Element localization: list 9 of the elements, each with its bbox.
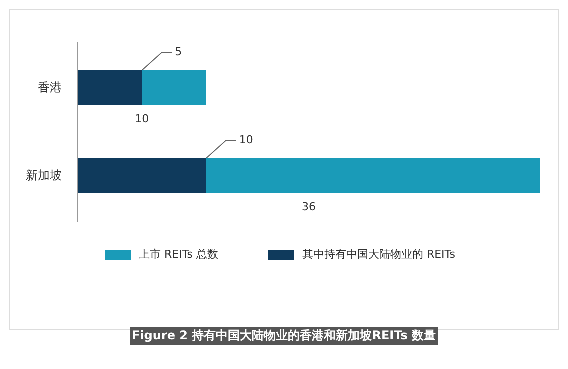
caption: Figure 2 持有中国大陆物业的香港和新加坡REITs 数量	[132, 328, 436, 342]
legend-label: 上市 REITs 总数	[139, 248, 218, 262]
y-tick-label: 新加坡	[26, 168, 62, 182]
data-label: 10	[239, 134, 254, 147]
legend-label: 其中持有中国大陆物业的 REITs	[302, 248, 456, 262]
total-label: 10	[135, 112, 150, 126]
data-label: 5	[175, 46, 182, 59]
total-label: 36	[302, 200, 316, 214]
y-tick-label: 香港	[38, 80, 62, 94]
